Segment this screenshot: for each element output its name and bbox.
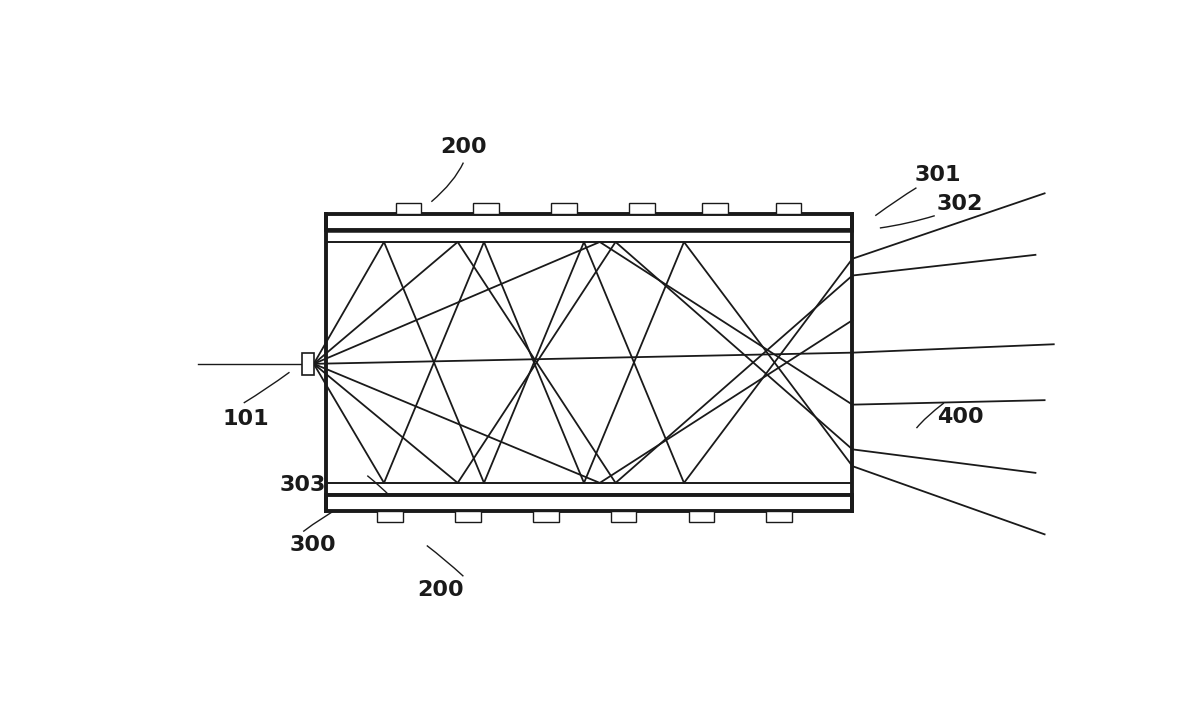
Bar	[474, 203, 500, 214]
Bar	[629, 203, 654, 214]
Bar	[326, 214, 853, 229]
Bar	[302, 353, 314, 375]
Text: 303: 303	[280, 475, 326, 494]
Bar	[455, 511, 481, 522]
Text: 200: 200	[441, 137, 487, 157]
Bar	[552, 203, 576, 214]
Bar	[689, 511, 715, 522]
Bar	[766, 511, 792, 522]
Bar	[396, 203, 422, 214]
Text: 200: 200	[417, 580, 464, 600]
Text: 302: 302	[937, 194, 983, 214]
Bar	[533, 511, 559, 522]
Bar	[378, 511, 403, 522]
Text: 300: 300	[289, 536, 337, 555]
Text: 400: 400	[937, 407, 984, 427]
Bar	[776, 203, 801, 214]
Text: 101: 101	[223, 409, 269, 428]
Bar	[611, 511, 637, 522]
Bar	[326, 495, 853, 511]
Bar	[703, 203, 727, 214]
Text: 301: 301	[914, 165, 961, 185]
